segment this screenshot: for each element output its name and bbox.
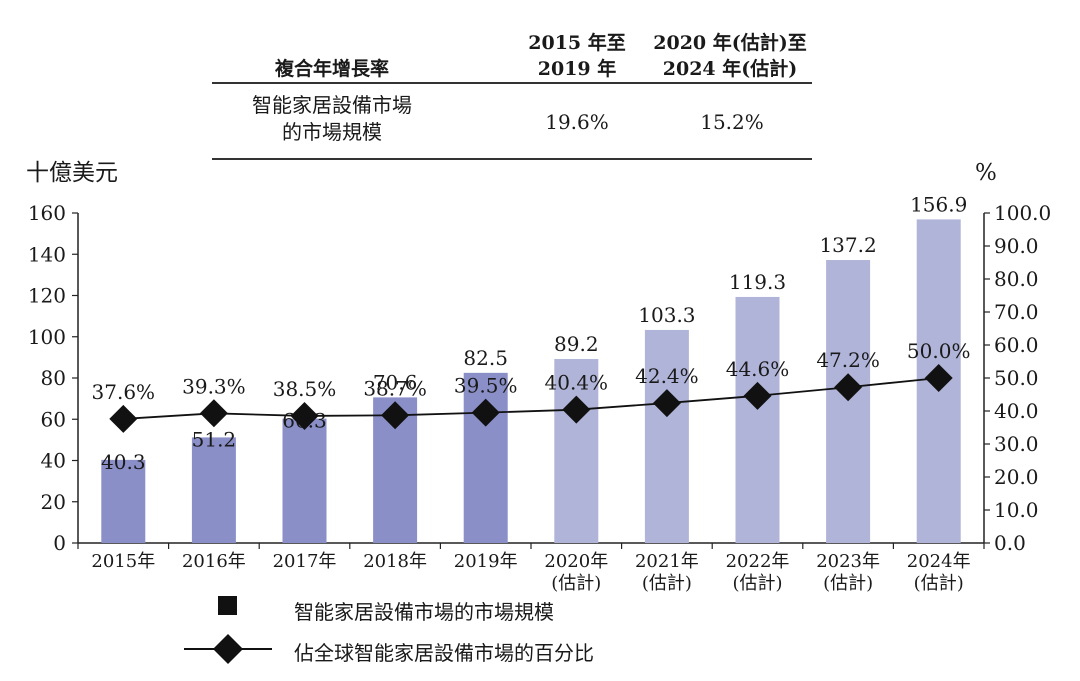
bar: [463, 372, 508, 543]
cagr-table: 複合年增長率 2015 年至 2019 年 2020 年(估計)至 2024 年…: [212, 28, 812, 160]
bar-value-label: 82.5: [463, 346, 508, 370]
y-tick-label-left: 160: [28, 201, 66, 225]
x-category-sublabel: (估計): [551, 573, 601, 594]
bar-value-label: 156.9: [910, 192, 967, 216]
line-value-label: 40.4%: [545, 371, 609, 395]
line-value-label: 39.3%: [182, 374, 246, 398]
x-category-label: 2022年: [726, 551, 790, 572]
x-category-label: 2017年: [273, 551, 337, 572]
x-category-label: 2021年: [635, 551, 699, 572]
line-marker: [562, 395, 591, 424]
x-category-sublabel: (估計): [642, 573, 692, 594]
legend-diamond-marker: [213, 634, 243, 664]
line-marker: [834, 373, 863, 402]
bar: [554, 359, 599, 543]
line-marker: [471, 398, 500, 427]
line-marker: [743, 381, 772, 410]
x-category-label: 2016年: [182, 551, 246, 572]
bar: [644, 329, 689, 543]
bar: [826, 260, 871, 543]
x-category-sublabel: (估計): [823, 573, 873, 594]
line-marker: [290, 401, 319, 430]
bar: [282, 418, 327, 543]
line-marker: [109, 404, 138, 433]
y-tick-label-right: 30.0: [994, 432, 1039, 456]
line-value-label: 47.2%: [816, 348, 880, 372]
y-tick-label-left: 60: [41, 407, 66, 431]
table-header-rule: [212, 82, 812, 84]
line-value-label: 38.7%: [363, 376, 427, 400]
bar-value-label: 119.3: [729, 270, 786, 294]
line-marker: [381, 401, 410, 430]
x-category-label: 2018年: [363, 551, 427, 572]
y-tick-label-right: 50.0: [994, 366, 1039, 390]
x-category-label: 2024年: [907, 551, 971, 572]
bar-value-label: 103.3: [638, 303, 695, 327]
y-axis-title-right: %: [975, 160, 997, 186]
y-tick-label-left: 140: [28, 242, 66, 266]
line-value-label: 50.0%: [907, 339, 971, 363]
y-tick-label-right: 90.0: [994, 234, 1039, 258]
bar-value-label: 51.2: [192, 427, 237, 451]
cagr-value-2015-2019: 19.6%: [545, 110, 609, 134]
x-category-sublabel: (估計): [914, 573, 964, 594]
bar: [191, 437, 236, 543]
y-tick-label-right: 20.0: [994, 465, 1039, 489]
y-tick-label-right: 10.0: [994, 498, 1039, 522]
legend-bar-swatch: [218, 596, 237, 615]
bar-value-label: 137.2: [819, 233, 876, 257]
y-tick-label-left: 40: [41, 449, 66, 473]
y-tick-label-right: 40.0: [994, 399, 1039, 423]
series-line: [123, 377, 939, 420]
y-tick-label-left: 120: [28, 284, 66, 308]
cagr-value-2020-2024: 15.2%: [700, 110, 764, 134]
row-label-line1: 智能家居設備市場: [252, 93, 412, 117]
y-tick-label-right: 60.0: [994, 333, 1039, 357]
line-marker: [924, 364, 953, 392]
bar: [735, 296, 780, 543]
line-value-label: 38.5%: [273, 377, 337, 401]
col2-header-line1: 2020 年(估計)至: [653, 32, 807, 54]
line-marker: [652, 389, 681, 418]
y-tick-label-right: 80.0: [994, 267, 1039, 291]
line-value-label: 39.5%: [454, 374, 518, 398]
y-tick-label-left: 20: [41, 490, 66, 514]
x-category-label: 2015年: [91, 551, 155, 572]
y-tick-label-left: 80: [41, 366, 66, 390]
col1-header-line1: 2015 年至: [528, 32, 626, 54]
cagr-title: 複合年增長率: [274, 58, 389, 80]
col1-header-line2: 2019 年: [537, 58, 617, 80]
line-value-label: 37.6%: [92, 380, 156, 404]
x-category-label: 2020年: [544, 551, 608, 572]
legend-label-bars: 智能家居設備市場的市場規模: [294, 600, 554, 624]
bar-value-label: 70.6: [373, 370, 418, 394]
x-category-sublabel: (估計): [732, 573, 782, 594]
table-bottom-rule: [212, 158, 812, 160]
line-marker: [199, 399, 228, 428]
col2-header-line2: 2024 年(估計): [662, 58, 798, 80]
bar-value-label: 40.3: [101, 450, 146, 474]
y-tick-label-left: 0: [53, 531, 66, 555]
bar-value-label: 89.2: [554, 332, 599, 356]
row-label-line2: 的市場規模: [282, 120, 382, 144]
y-tick-label-left: 100: [28, 325, 66, 349]
y-tick-label-right: 100.0: [994, 201, 1051, 225]
bar: [101, 459, 146, 543]
y-tick-label-right: 70.0: [994, 300, 1039, 324]
line-value-label: 42.4%: [635, 364, 699, 388]
legend-label-line: 佔全球智能家居設備市場的百分比: [294, 641, 594, 665]
x-category-label: 2023年: [816, 551, 880, 572]
y-axis-title-left: 十億美元: [26, 160, 118, 186]
line-value-label: 44.6%: [726, 357, 790, 381]
y-tick-label-right: 0.0: [994, 531, 1026, 555]
x-category-label: 2019年: [454, 551, 518, 572]
